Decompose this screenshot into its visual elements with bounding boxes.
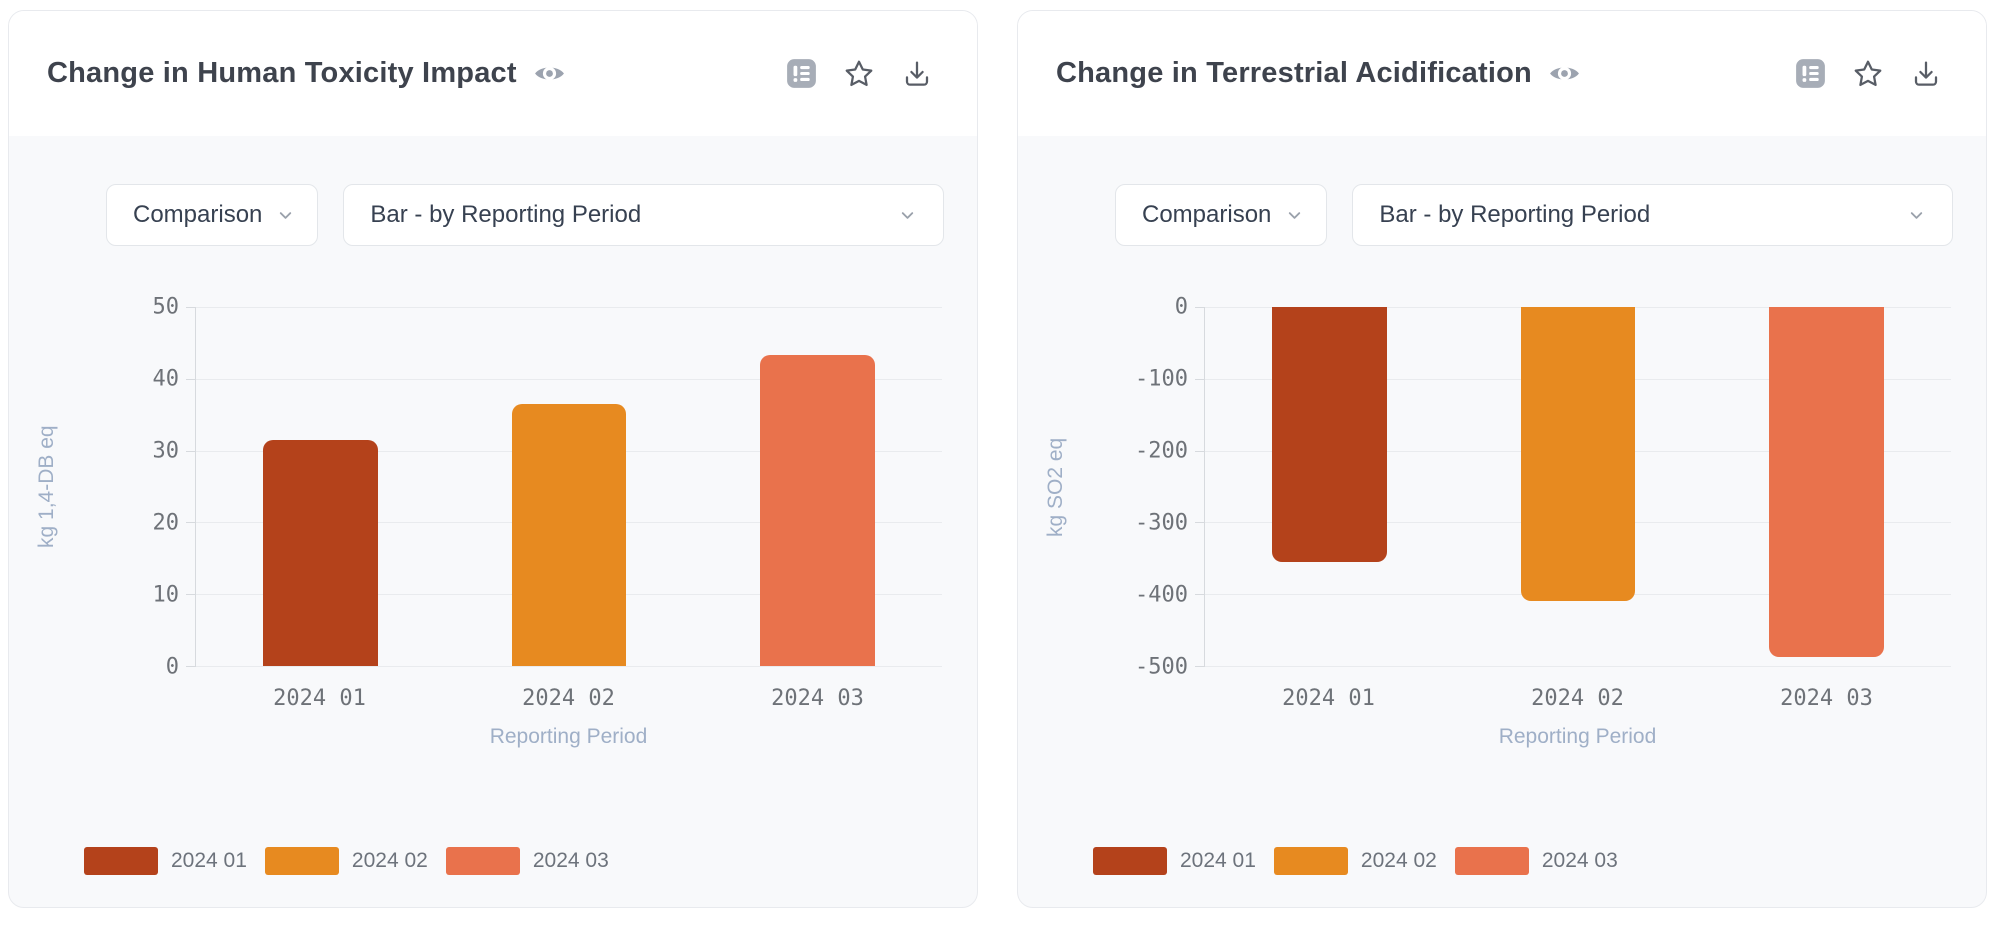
bar[interactable] xyxy=(760,355,875,666)
x-axis-title: Reporting Period xyxy=(1498,725,1657,748)
plot-area xyxy=(1195,307,1951,667)
bar[interactable] xyxy=(1272,307,1387,562)
bars xyxy=(196,307,942,666)
bar-band xyxy=(1454,307,1703,666)
bar-band xyxy=(196,307,445,666)
bar-band xyxy=(445,307,694,666)
gridline xyxy=(186,378,942,380)
comparison-dropdown-value: Comparison xyxy=(133,201,263,228)
x-axis-ticks: 2024 01 2024 02 2024 03 xyxy=(195,667,942,711)
x-axis-title: Reporting Period xyxy=(489,725,648,748)
x-axis-tick-label: 2024 01 xyxy=(1282,686,1375,711)
x-axis-ticks: 2024 01 2024 02 2024 03 xyxy=(1204,667,1951,711)
legend-label: 2024 02 xyxy=(1360,849,1437,872)
chart-type-dropdown-value: Bar - by Reporting Period xyxy=(370,201,642,228)
y-axis-title: kg SO2 eq xyxy=(1044,437,1067,537)
comparison-dropdown[interactable]: Comparison xyxy=(1115,184,1328,246)
legend-swatch xyxy=(264,847,339,875)
legend-item[interactable]: 2024 03 xyxy=(445,847,609,875)
download-icon[interactable] xyxy=(901,58,933,90)
chevron-down-icon xyxy=(1907,206,1926,225)
bars xyxy=(1205,307,1951,666)
card-title: Change in Terrestrial Acidification xyxy=(1056,57,1532,89)
y-axis-tick-label: 30 xyxy=(152,438,180,464)
list-details-icon[interactable] xyxy=(1795,58,1826,89)
bar[interactable] xyxy=(511,403,627,666)
legend-item[interactable]: 2024 03 xyxy=(1454,847,1618,875)
chart-card-terrestrial-acidification: Change in Terrestrial Acidification xyxy=(1017,10,1987,908)
legend-item[interactable]: 2024 01 xyxy=(1093,847,1256,875)
chart-controls: Comparison Bar - by Reporting Period xyxy=(106,184,944,246)
legend-label: 2024 01 xyxy=(171,849,247,872)
card-header: Change in Human Toxicity Impact xyxy=(9,11,977,136)
bar[interactable] xyxy=(1520,307,1636,602)
legend-label: 2024 01 xyxy=(1180,849,1256,872)
y-axis-tick-label: 40 xyxy=(152,366,180,392)
legend-swatch xyxy=(84,847,158,875)
download-icon[interactable] xyxy=(1910,58,1942,90)
bar-band xyxy=(1205,307,1454,666)
y-axis-ticks: 0 -100 -200 -300 -400 -500 xyxy=(1082,295,1204,680)
y-axis-tick-label: 50 xyxy=(152,294,180,320)
legend-swatch xyxy=(1454,847,1529,875)
x-axis-tick-label: 2024 01 xyxy=(273,686,366,711)
y-axis-tick-label: -500 xyxy=(1135,654,1188,680)
chevron-down-icon xyxy=(1285,206,1304,225)
chart-type-dropdown-value: Bar - by Reporting Period xyxy=(1379,201,1651,228)
bar-chart: kg 1,4-DB eq 50 40 30 20 10 0 2024 01 2024 02 2… xyxy=(21,295,942,751)
legend-item[interactable]: 2024 02 xyxy=(1273,847,1437,875)
y-axis-tick-label: 0 xyxy=(165,654,179,680)
legend-label: 2024 02 xyxy=(351,849,428,872)
star-icon[interactable] xyxy=(843,58,875,90)
eye-icon[interactable] xyxy=(1548,61,1581,86)
eye-icon[interactable] xyxy=(533,61,566,86)
gridline xyxy=(1195,666,1951,667)
chart-card-human-toxicity: Change in Human Toxicity Impact xyxy=(8,10,978,908)
chart-legend: 2024 01 2024 02 2024 03 xyxy=(1093,847,1986,875)
chart-type-dropdown[interactable]: Bar - by Reporting Period xyxy=(343,184,944,246)
chart-type-dropdown[interactable]: Bar - by Reporting Period xyxy=(1352,184,1953,246)
chevron-down-icon xyxy=(276,206,295,225)
comparison-dropdown-value: Comparison xyxy=(1142,201,1272,228)
list-details-icon[interactable] xyxy=(786,58,817,89)
card-header: Change in Terrestrial Acidification xyxy=(1018,11,1986,136)
star-icon[interactable] xyxy=(1852,58,1884,90)
chevron-down-icon xyxy=(898,206,917,225)
legend-swatch xyxy=(1093,847,1167,875)
y-axis-tick-label: 20 xyxy=(152,510,180,536)
y-axis-tick-label: -100 xyxy=(1135,366,1188,392)
y-axis-tick-label: 0 xyxy=(1174,294,1188,320)
x-axis-tick-label: 2024 03 xyxy=(1780,686,1873,711)
y-axis-title: kg 1,4-DB eq xyxy=(35,425,58,549)
card-toolbar xyxy=(1795,58,1942,90)
bar[interactable] xyxy=(263,439,378,666)
x-axis-tick-label: 2024 02 xyxy=(522,686,615,711)
card-toolbar xyxy=(786,58,933,90)
bar[interactable] xyxy=(1769,307,1884,657)
legend-swatch xyxy=(445,847,520,875)
legend-label: 2024 03 xyxy=(1541,849,1618,872)
chart-controls: Comparison Bar - by Reporting Period xyxy=(1115,184,1953,246)
legend-swatch xyxy=(1273,847,1348,875)
gridline xyxy=(186,666,942,667)
y-axis-tick-label: -300 xyxy=(1135,510,1188,536)
y-axis-ticks: 50 40 30 20 10 0 xyxy=(73,295,195,680)
x-axis-tick-label: 2024 03 xyxy=(771,686,864,711)
bar-band xyxy=(693,307,942,666)
bar-chart: kg SO2 eq 0 -100 -200 -300 -400 -500 2024 01 2… xyxy=(1030,295,1951,751)
gridline xyxy=(186,307,942,308)
y-axis-tick-label: -200 xyxy=(1135,438,1188,464)
legend-item[interactable]: 2024 02 xyxy=(264,847,428,875)
chart-legend: 2024 01 2024 02 2024 03 xyxy=(84,847,977,875)
y-axis-tick-label: 10 xyxy=(152,582,180,608)
legend-label: 2024 03 xyxy=(532,849,609,872)
bar-band xyxy=(1702,307,1951,666)
comparison-dropdown[interactable]: Comparison xyxy=(106,184,319,246)
legend-item[interactable]: 2024 01 xyxy=(84,847,247,875)
plot-area xyxy=(186,307,942,667)
x-axis-tick-label: 2024 02 xyxy=(1531,686,1624,711)
y-axis-tick-label: -400 xyxy=(1135,582,1188,608)
card-title: Change in Human Toxicity Impact xyxy=(47,57,517,89)
